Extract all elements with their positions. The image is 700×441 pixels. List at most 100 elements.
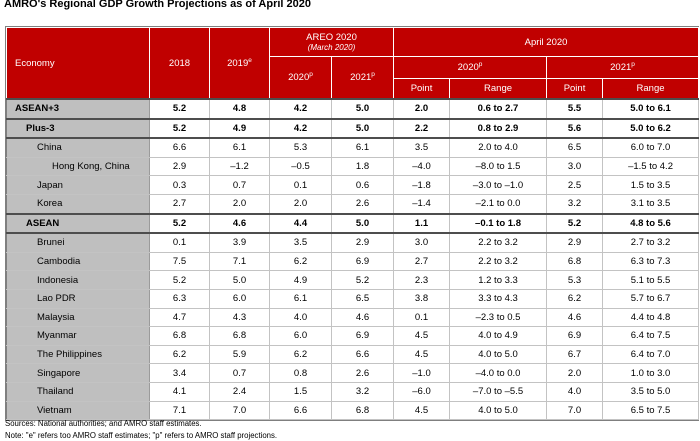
value-april-2020-point: 0.1 [393,307,451,328]
value-2018: 4.7 [149,307,210,328]
value-april-2020-range: –3.0 to –1.0 [449,175,548,195]
value-areo-2020: 3.5 [269,232,332,253]
col-header-areo-2020p: 2020p [269,56,332,100]
value-2018: 3.4 [149,363,210,383]
table-row: Singapore 3.4 0.7 0.8 2.6 –1.0 –4.0 to 0… [6,363,700,383]
value-2018: 7.5 [149,251,210,272]
value-areo-2020: 6.6 [269,400,332,421]
value-areo-2021: 2.6 [330,363,395,383]
economy-cell: ASEAN [6,212,150,235]
table-row: Cambodia 7.5 7.1 6.2 6.9 2.7 2.2 to 3.2 … [6,251,700,272]
value-april-2020-point: 3.8 [393,288,451,309]
value-april-2021-point: 7.0 [546,400,604,421]
col-header-range-2021: Range [602,78,700,100]
value-april-2020-range: –7.0 to –5.5 [449,381,548,402]
value-areo-2021: 6.6 [330,344,395,365]
value-2018: 6.3 [149,288,210,309]
value-april-2021-range: 6.4 to 7.0 [602,344,700,365]
economy-cell: Myanmar [6,326,150,346]
value-april-2021-range: 1.0 to 3.0 [602,363,700,383]
table-row: Myanmar 6.8 6.8 6.0 6.9 4.5 4.0 to 4.9 6… [6,326,700,346]
value-areo-2021: 4.6 [330,307,395,328]
value-april-2021-point: 3.2 [546,193,604,215]
value-april-2021-point: 6.9 [546,326,604,346]
economy-cell: Plus-3 [6,117,150,140]
value-april-2020-point: 4.5 [393,400,451,421]
table-row: China 6.6 6.1 5.3 6.1 3.5 2.0 to 4.0 6.5… [6,137,700,158]
value-2019: 5.9 [209,344,270,365]
table-row: Brunei 0.1 3.9 3.5 2.9 3.0 2.2 to 3.2 2.… [6,232,700,253]
value-2019: 2.4 [209,381,270,402]
value-april-2020-point: 4.5 [393,344,451,365]
value-april-2021-point: 2.0 [546,363,604,383]
year-label: 2019 [227,57,249,69]
value-areo-2020: 4.4 [269,212,332,235]
value-april-2020-point: –1.8 [393,175,451,195]
table-footnotes: Sources: National authorities; and AMRO … [5,418,277,441]
value-april-2021-range: 6.0 to 7.0 [602,137,700,158]
value-april-2020-point: 2.2 [393,117,451,140]
value-2019: 4.8 [209,98,270,120]
value-areo-2020: 5.3 [269,137,332,158]
value-2019: 2.0 [209,193,270,215]
value-april-2021-range: 5.1 to 5.5 [602,270,700,290]
value-2019: 7.1 [209,251,270,272]
gdp-table-container: Economy 2018 2019e AREO 2020 (March 2020… [5,26,700,422]
table-row: Korea 2.7 2.0 2.0 2.6 –1.4 –2.1 to 0.0 3… [6,193,700,215]
value-2018: 4.1 [149,381,210,402]
value-april-2021-point: 6.7 [546,344,604,365]
value-areo-2020: 6.0 [269,326,332,346]
value-april-2020-range: –2.1 to 0.0 [449,193,548,215]
value-april-2021-range: 3.1 to 3.5 [602,193,700,215]
value-april-2021-point: 5.6 [546,117,604,140]
value-areo-2020: 0.1 [269,175,332,195]
value-april-2021-point: 5.2 [546,212,604,235]
table-header: Economy 2018 2019e AREO 2020 (March 2020… [6,27,700,100]
value-april-2020-point: 3.0 [393,232,451,253]
economy-cell: Hong Kong, China [6,156,150,177]
value-areo-2021: 3.2 [330,381,395,402]
value-april-2021-range: 5.7 to 6.7 [602,288,700,309]
col-header-range-2020: Range [449,78,548,100]
value-april-2020-point: 2.3 [393,270,451,290]
year-label: 2020 [288,72,310,83]
economy-cell: Brunei [6,232,150,253]
col-header-point-2021: Point [546,78,604,100]
table-row: Hong Kong, China 2.9 –1.2 –0.5 1.8 –4.0 … [6,156,700,177]
value-areo-2021: 1.8 [330,156,395,177]
value-april-2021-point: 2.5 [546,175,604,195]
value-2018: 0.1 [149,232,210,253]
value-areo-2020: 6.1 [269,288,332,309]
value-2019: 4.3 [209,307,270,328]
table-row: Malaysia 4.7 4.3 4.0 4.6 0.1 –2.3 to 0.5… [6,307,700,328]
value-2018: 6.2 [149,344,210,365]
table-row: The Philippines 6.2 5.9 6.2 6.6 4.5 4.0 … [6,344,700,365]
superscript-p: p [309,70,313,78]
table-row: Plus-3 5.2 4.9 4.2 5.0 2.2 0.8 to 2.9 5.… [6,117,700,140]
economy-cell: Cambodia [6,251,150,272]
value-april-2020-point: 3.5 [393,137,451,158]
value-areo-2020: 6.2 [269,344,332,365]
value-2018: 5.2 [149,117,210,140]
value-april-2021-point: 5.5 [546,98,604,120]
value-april-2020-range: 2.0 to 4.0 [449,137,548,158]
value-april-2020-range: 4.0 to 4.9 [449,326,548,346]
superscript-p: p [371,70,375,78]
col-header-2018: 2018 [149,27,210,100]
value-areo-2020: 1.5 [269,381,332,402]
value-2019: 0.7 [209,363,270,383]
col-header-point-2020: Point [393,78,451,100]
value-april-2020-point: 1.1 [393,212,451,235]
value-2018: 0.3 [149,175,210,195]
value-areo-2021: 5.0 [330,117,395,140]
value-april-2021-range: 5.0 to 6.1 [602,98,700,120]
value-april-2020-point: –1.0 [393,363,451,383]
year-label: 2020 [457,62,479,73]
value-areo-2020: 0.8 [269,363,332,383]
table-row: Thailand 4.1 2.4 1.5 3.2 –6.0 –7.0 to –5… [6,381,700,402]
value-2018: 6.6 [149,137,210,158]
col-header-economy: Economy [6,27,150,100]
value-april-2020-point: 2.0 [393,98,451,120]
value-2018: 2.9 [149,156,210,177]
